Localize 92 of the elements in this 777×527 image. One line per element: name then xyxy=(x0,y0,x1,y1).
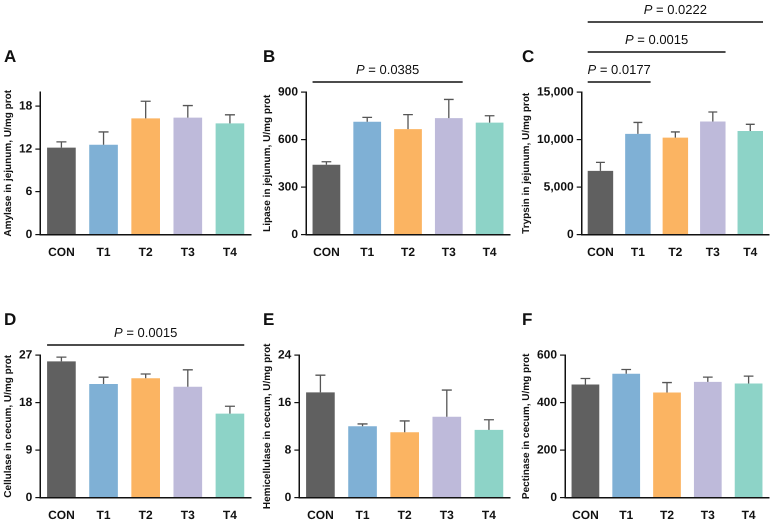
y-tick-label: 400 xyxy=(536,394,558,409)
x-tick-label: T3 xyxy=(706,245,720,260)
bar xyxy=(474,430,504,497)
y-tick-label: 8 xyxy=(284,442,292,456)
x-tick-label: T1 xyxy=(360,245,375,260)
x-tick-label: CON xyxy=(587,245,614,260)
y-axis-title: Lipase in jejunum, U/mg prot xyxy=(262,94,273,232)
y-tick-label: 600 xyxy=(278,132,298,146)
x-tick-label: T1 xyxy=(356,508,370,522)
chart-title: A xyxy=(4,47,16,66)
y-axis-title: Amylase in jejunum, U/mg prot xyxy=(2,89,14,237)
bar xyxy=(312,164,340,234)
x-tick-label: CON xyxy=(307,508,334,522)
chart-title: C xyxy=(522,47,534,66)
x-tick-label: T3 xyxy=(180,508,196,522)
x-tick-label: T3 xyxy=(440,508,454,522)
text: P = 0.0177 xyxy=(588,62,651,78)
y-axis-title: Cellulase in cecum, U/mg prot xyxy=(2,354,14,498)
y-tick-label: 0 xyxy=(550,490,558,504)
chart-title: E xyxy=(263,310,274,329)
x-tick-label: T4 xyxy=(743,245,758,260)
x-tick-label: T4 xyxy=(482,245,497,260)
bar xyxy=(432,416,462,497)
chart-title: B xyxy=(263,47,276,66)
x-tick-label: T3 xyxy=(180,245,196,260)
x-tick-label: T4 xyxy=(742,508,756,522)
y-tick-label: 9 xyxy=(26,442,33,456)
y-tick-label: 0 xyxy=(291,226,298,241)
y-tick-label: 0 xyxy=(26,490,33,504)
bar xyxy=(394,129,422,234)
y-tick-label: 0 xyxy=(26,226,33,241)
bar xyxy=(89,384,118,497)
x-tick-label: T2 xyxy=(398,508,412,522)
text: P = 0.0015 xyxy=(114,325,178,340)
y-tick-label: 18 xyxy=(18,394,33,409)
text: P = 0.0222 xyxy=(644,2,707,18)
x-tick-label: T2 xyxy=(401,245,416,260)
x-tick-label: CON xyxy=(313,245,340,260)
y-tick-label: 24 xyxy=(278,347,292,362)
y-tick-label: 6 xyxy=(26,184,33,198)
y-axis-title: Trypsin in jejunum, U/mg prot xyxy=(520,92,532,234)
y-tick-label: 27 xyxy=(18,347,33,362)
bar xyxy=(173,118,202,234)
y-tick-label: 0 xyxy=(567,226,574,241)
chart-title: F xyxy=(522,310,532,329)
x-tick-label: T2 xyxy=(138,245,153,260)
text: P = 0.0385 xyxy=(356,62,420,78)
x-tick-label: T1 xyxy=(630,245,646,260)
bar xyxy=(662,138,688,234)
y-axis-title: Hemicellulase in cecum, U/mg prot xyxy=(262,342,273,510)
x-tick-label: T4 xyxy=(482,508,496,522)
x-tick-label: T2 xyxy=(138,508,153,522)
bar xyxy=(390,432,419,497)
bar xyxy=(434,118,463,234)
bar xyxy=(476,122,504,234)
y-tick-label: 0 xyxy=(284,490,292,504)
x-tick-label: T4 xyxy=(222,245,238,260)
x-tick-label: T1 xyxy=(96,508,111,522)
bar xyxy=(131,118,160,234)
x-tick-label: CON xyxy=(48,245,75,260)
chart-title: D xyxy=(4,310,16,329)
bar xyxy=(353,122,382,234)
y-tick-label: 300 xyxy=(278,179,298,194)
bar xyxy=(173,386,202,497)
x-tick-label: CON xyxy=(572,508,599,522)
bar xyxy=(625,134,651,234)
x-tick-label: T2 xyxy=(660,508,674,522)
bar xyxy=(216,123,244,234)
y-tick-label: 12 xyxy=(18,141,33,156)
x-tick-label: CON xyxy=(48,508,75,522)
bar xyxy=(89,144,118,234)
y-tick-label: 600 xyxy=(536,347,558,362)
x-tick-label: T3 xyxy=(442,245,456,260)
text: P = 0.0015 xyxy=(625,32,688,48)
x-tick-label: T1 xyxy=(96,245,111,260)
y-tick-label: 200 xyxy=(536,442,558,456)
y-tick-label: 15,000 xyxy=(537,84,574,98)
x-tick-label: T4 xyxy=(222,508,238,522)
bar xyxy=(738,130,764,234)
y-tick-label: 18 xyxy=(18,98,33,113)
y-tick-label: 900 xyxy=(278,84,298,98)
bar xyxy=(348,426,377,497)
bar xyxy=(131,378,160,497)
x-tick-label: T3 xyxy=(700,508,716,522)
y-axis-title: Pectinase in cecum, U/mg prot xyxy=(520,352,532,500)
y-tick-label: 16 xyxy=(278,394,292,409)
x-tick-label: T2 xyxy=(668,245,683,260)
bar xyxy=(216,414,244,497)
y-tick-label: 10,000 xyxy=(537,132,574,146)
y-tick-label: 5,000 xyxy=(544,179,574,194)
x-tick-label: T1 xyxy=(619,508,634,522)
bar xyxy=(700,121,726,234)
